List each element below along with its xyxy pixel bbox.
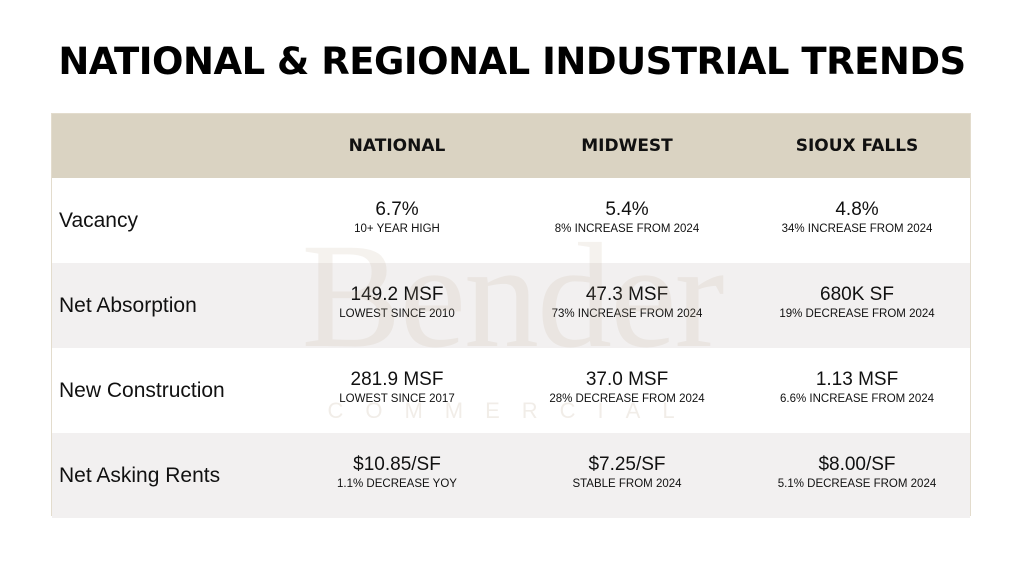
table-row-net-absorption: Net Absorption 149.2 MSF LOWEST SINCE 201… [52,263,970,348]
cell-value: 6.7% [375,199,419,220]
cell-note: 10+ YEAR HIGH [354,223,440,235]
cell-note: 5.1% DECREASE FROM 2024 [777,478,937,490]
cell-note: STABLE FROM 2024 [572,478,682,490]
cell-value: $7.25/SF [588,454,666,475]
table-cell: $8.00/SF 5.1% DECREASE FROM 2024 [742,453,972,492]
table-header: NATIONAL MIDWEST SIOUX FALLS [52,114,970,178]
cell-note: 8% INCREASE FROM 2024 [554,223,700,235]
row-label: Net Asking Rents [59,464,221,487]
page-title: NATIONAL & REGIONAL INDUSTRIAL TRENDS [58,40,966,83]
cell-value: 47.3 MSF [585,284,669,305]
table-cell: 5.4% 8% INCREASE FROM 2024 [512,198,742,237]
cell-value: 1.13 MSF [815,369,899,390]
table-cell: 4.8% 34% INCREASE FROM 2024 [742,198,972,237]
cell-value: 680K SF [820,284,894,305]
cell-note: 34% INCREASE FROM 2024 [781,223,933,235]
cell-value: 149.2 MSF [350,284,444,305]
cell-note: 28% DECREASE FROM 2024 [549,393,705,405]
table-cell: 281.9 MSF LOWEST SINCE 2017 [282,368,512,407]
cell-value: $10.85/SF [353,454,441,475]
table-cell: 149.2 MSF LOWEST SINCE 2010 [282,283,512,322]
cell-note: 73% INCREASE FROM 2024 [551,308,703,320]
cell-value: $8.00/SF [818,454,896,475]
row-label: New Construction [59,379,225,402]
row-label: Vacancy [59,209,138,232]
column-header-midwest: MIDWEST [581,136,673,156]
column-header-national: NATIONAL [348,136,446,156]
table-cell: 1.13 MSF 6.6% INCREASE FROM 2024 [742,368,972,407]
cell-note: 6.6% INCREASE FROM 2024 [779,393,935,405]
table-cell: 680K SF 19% DECREASE FROM 2024 [742,283,972,322]
table-row-net-asking-rents: Net Asking Rents $10.85/SF 1.1% DECREASE … [52,433,970,518]
cell-value: 5.4% [605,199,649,220]
table-cell: 6.7% 10+ YEAR HIGH [282,198,512,237]
cell-note: LOWEST SINCE 2010 [339,308,455,320]
table-cell: 37.0 MSF 28% DECREASE FROM 2024 [512,368,742,407]
cell-value: 281.9 MSF [350,369,444,390]
trends-table: NATIONAL MIDWEST SIOUX FALLS Vacancy 6.7… [51,113,971,518]
table-row-new-construction: New Construction 281.9 MSF LOWEST SINCE 2… [52,348,970,433]
row-label: Net Absorption [59,294,197,317]
table-row-vacancy: Vacancy 6.7% 10+ YEAR HIGH 5.4% 8% INCREAS… [52,178,970,263]
cell-value: 37.0 MSF [585,369,669,390]
table-cell: $10.85/SF 1.1% DECREASE YOY [282,453,512,492]
table-cell: $7.25/SF STABLE FROM 2024 [512,453,742,492]
cell-value: 4.8% [835,199,879,220]
table-cell: 47.3 MSF 73% INCREASE FROM 2024 [512,283,742,322]
cell-note: 19% DECREASE FROM 2024 [779,308,935,320]
cell-note: LOWEST SINCE 2017 [339,393,455,405]
cell-note: 1.1% DECREASE YOY [337,478,457,490]
column-header-sioux-falls: SIOUX FALLS [795,136,919,156]
